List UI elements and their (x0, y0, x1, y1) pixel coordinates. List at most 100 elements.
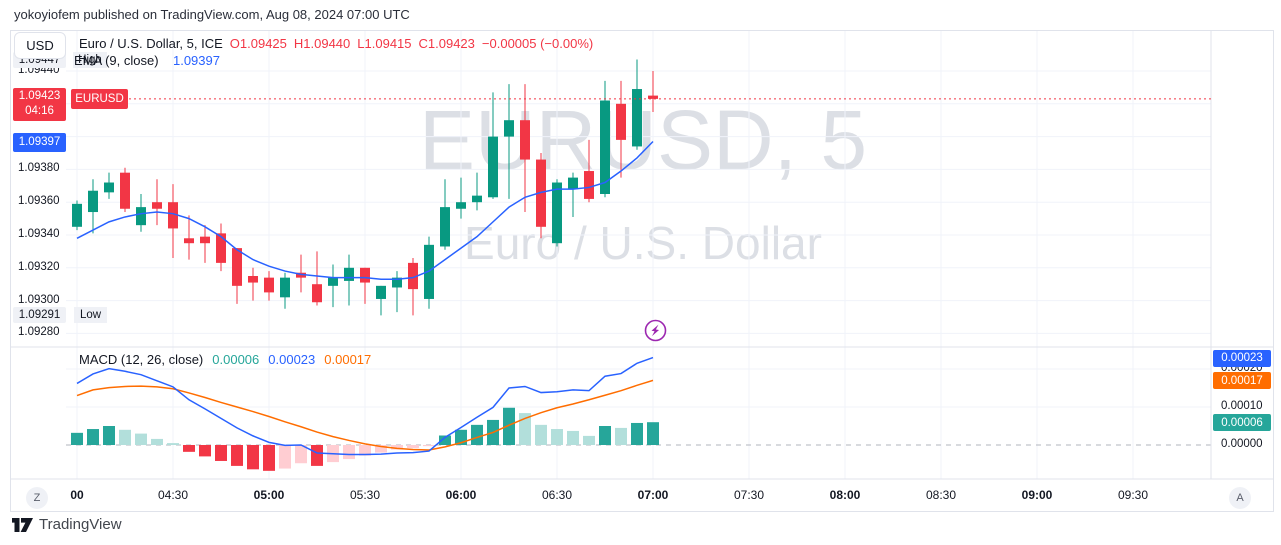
time-scale-label: 09:00 (1021, 488, 1053, 502)
macd-histogram-bar (407, 445, 419, 449)
candle-body (440, 207, 450, 247)
candle-body (88, 190, 98, 213)
time-scale-label: 04:30 (157, 488, 189, 502)
macd-histogram-bar (263, 445, 275, 471)
macd-scale-label: 0.00010 (1221, 400, 1263, 412)
macd-histogram-bar (151, 438, 163, 445)
macd-hist-value: 0.00006 (212, 352, 260, 367)
macd-histogram-bar (295, 445, 307, 464)
currency-unit-button[interactable]: USD (14, 32, 66, 59)
macd-histogram-bar (551, 429, 563, 445)
candle-body (472, 195, 482, 203)
tradingview-logo-text: TradingView (39, 516, 122, 533)
candle-body (184, 238, 194, 244)
candle-body (568, 177, 578, 190)
lightning-icon (644, 319, 667, 342)
macd-histogram-bar (599, 426, 611, 445)
macd-histogram (71, 407, 659, 471)
time-scale-label: 09:30 (1117, 488, 1149, 502)
candle-body (584, 171, 594, 199)
candle-body (264, 277, 274, 293)
macd-histogram-bar (135, 433, 147, 445)
candle-body (632, 89, 642, 147)
ema-line (76, 140, 654, 281)
candle-body (104, 182, 114, 193)
macd-histogram-bar (647, 422, 659, 445)
macd-main-line (76, 356, 654, 456)
candle-body (312, 284, 322, 303)
watermark: EURUSD, 5 Euro / U.S. Dollar (419, 93, 867, 269)
ema-legend-label[interactable]: EMA (9, close) (74, 53, 159, 68)
time-scale-label: 05:30 (349, 488, 381, 502)
macd-histogram-bar (439, 435, 451, 445)
last-price-value: 1.09423 (18, 90, 61, 103)
time-scale-label: 06:00 (445, 488, 477, 502)
macd-histogram-bar (615, 427, 627, 445)
macd-legend-label[interactable]: MACD (12, 26, close) (79, 352, 204, 367)
macd-histogram-bar (391, 445, 403, 450)
time-scale-label: 07:30 (733, 488, 765, 502)
candle-body (504, 120, 514, 137)
macd-histogram-bar (119, 429, 131, 445)
candle-body (456, 202, 466, 209)
ohlc-high: H1.09440 (293, 36, 351, 51)
macd-histogram-bar (199, 445, 211, 457)
macd-histogram-bar (247, 445, 259, 470)
candle-body (552, 182, 562, 244)
time-scale-label: 08:00 (829, 488, 861, 502)
price-scale-label: 1.09380 (18, 162, 60, 175)
macd-scale-label: 0.00000 (1221, 438, 1263, 450)
macd-histogram-bar (535, 424, 547, 445)
candle-body (536, 159, 546, 227)
macd-histogram-bar (359, 445, 371, 456)
high-tag-badge: High (73, 52, 107, 68)
candle-body (72, 203, 82, 227)
price-scale-label: 1.09280 (18, 326, 60, 339)
flash-idea-button[interactable] (644, 319, 667, 342)
ema-legend: High EMA (9, close) 1.09397 (73, 52, 220, 68)
chart-canvas[interactable]: EURUSD, 5 Euro / U.S. Dollar (11, 31, 1273, 511)
pane-borders (11, 31, 1273, 480)
candle-body (152, 202, 162, 209)
macd-signal-badge: 0.00017 (1213, 372, 1271, 390)
macd-histogram-bar (231, 445, 243, 466)
macd-histogram-bar (183, 445, 195, 452)
candle-body (296, 272, 306, 278)
zoom-out-button[interactable]: Z (26, 487, 48, 509)
price-scale-label: 1.09340 (18, 228, 60, 240)
candle-body (408, 262, 418, 290)
macd-histogram-bar (87, 429, 99, 445)
macd-histogram-bar (311, 445, 323, 466)
candle-body (360, 267, 370, 283)
macd-histogram-bar (375, 445, 387, 453)
ohlc-close: C1.09423 (418, 36, 475, 51)
macd-legend: MACD (12, 26, close) 0.00006 0.00023 0.0… (79, 352, 371, 367)
macd-histogram-bar (343, 445, 355, 460)
macd-histogram-bar (167, 443, 179, 445)
low-tag-badge: Low (74, 307, 107, 324)
time-scale-label: 05:00 (253, 488, 285, 502)
macd-histogram-bar (103, 426, 115, 445)
published-banner: yokoyiofem published on TradingView.com,… (14, 7, 410, 22)
ohlc-low: L1.09415 (357, 36, 412, 51)
macd-line-value: 0.00023 (268, 352, 316, 367)
candle-body (168, 202, 178, 229)
ema-legend-value: 1.09397 (172, 53, 220, 68)
candlestick-series (72, 59, 658, 316)
price-scale-label: 1.09360 (18, 195, 60, 208)
symbol-title[interactable]: Euro / U.S. Dollar, 5, ICE (79, 36, 223, 51)
time-scale-label: 00 (70, 488, 84, 502)
candle-body (216, 233, 226, 263)
candle-body (232, 248, 242, 286)
time-scale-label: 06:30 (541, 488, 573, 502)
candle-body (392, 277, 402, 288)
symbol-legend: Euro / U.S. Dollar, 5, ICE O1.09425 H1.0… (79, 36, 593, 51)
auto-scale-button[interactable]: A (1229, 487, 1251, 509)
ema-price-badge: 1.09397 (13, 132, 66, 152)
candle-body (120, 172, 130, 209)
macd-histogram-bar (279, 445, 291, 469)
symbol-price-tag: EURUSD (71, 88, 128, 109)
footer-logo[interactable]: TradingView (12, 516, 122, 533)
candle-body (488, 136, 498, 198)
